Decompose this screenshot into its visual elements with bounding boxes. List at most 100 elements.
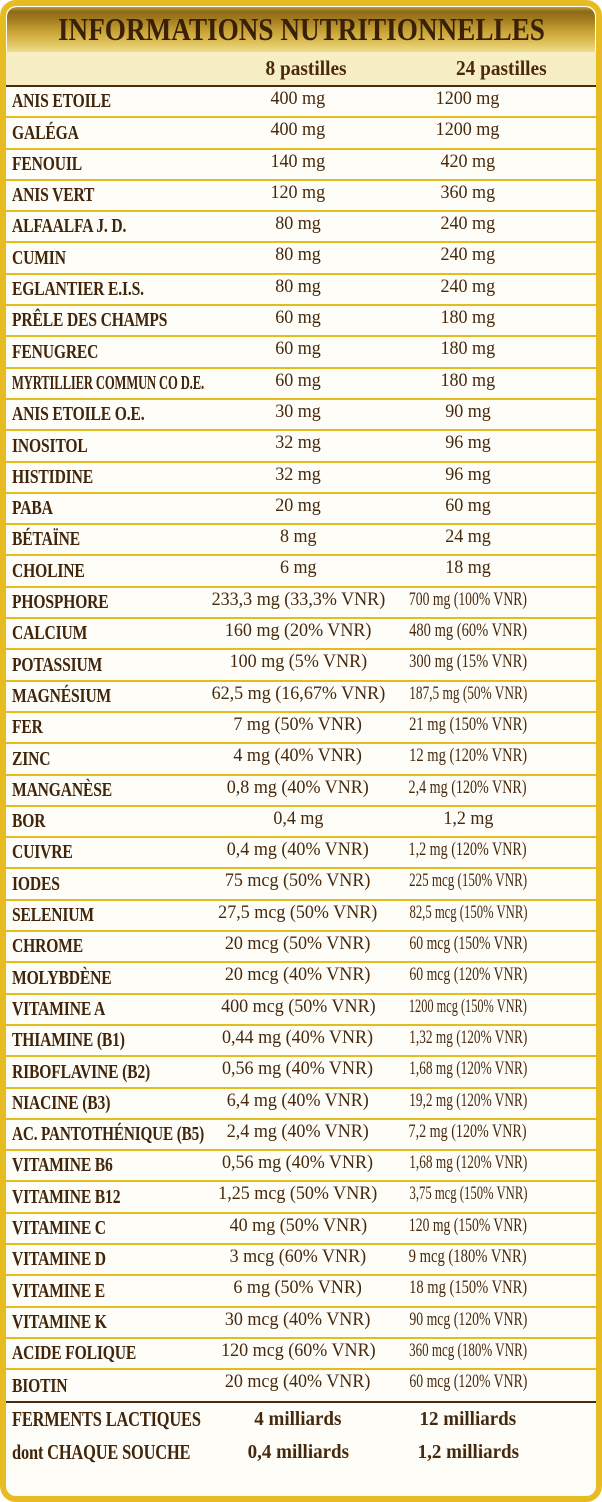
value-24-pastilles: 24 mg [445,526,491,548]
nutrient-name: EGLANTIER E.I.S. [12,278,144,301]
value-24-pastilles: 1200 mg [436,88,500,109]
nutrient-name: MAGNÉSIUM [12,684,112,707]
value-24-pastilles: 1,2 milliards [417,1441,519,1464]
value-8-pastilles: 0,4 mg (40% VNR) [226,839,370,861]
table-row: VITAMINE A 400 mcg (50% VNR) 1200 mcg (1… [6,994,596,1026]
ferments-row: FERMENTS LACTIQUES 4 milliards 12 millia… [6,1403,596,1437]
nutrient-name: CUIVRE [12,841,73,864]
nutrient-name: VITAMINE C [12,1216,106,1239]
table-row: ACIDE FOLIQUE 120 mcg (60% VNR) 360 mcg … [6,1338,596,1371]
table-row: AC. PANTOTHÉNIQUE (B5) 2,4 mg (40% VNR) … [6,1119,596,1152]
nutrient-name: FER [12,716,43,739]
nutrient-name: NIACINE (B3) [12,1091,111,1114]
value-24-pastilles: 1200 mg [436,119,500,141]
value-24-pastilles: 19,2 mg (120% VNR) [409,1089,528,1111]
nutrient-name: INOSITOL [12,434,88,457]
value-24-pastilles: 240 mg [440,244,496,266]
value-8-pastilles: 20 mg [275,494,321,516]
value-8-pastilles: 400 mg [270,119,326,141]
nutrient-name: MANGANÈSE [12,778,113,801]
value-8-pastilles: 60 mg [275,369,321,391]
nutrient-name: ALFAALFA J. D. [12,215,127,238]
value-8-pastilles: 400 mg [270,88,326,109]
header-empty-cell [6,67,206,70]
table-row: CALCIUM 160 mg (20% VNR) 480 mg (60% VNR… [6,619,596,651]
value-8-pastilles: 3 mcg (60% VNR) [229,1245,367,1267]
column-header-24-pastilles: 24 pastilles [406,56,596,81]
table-row: BOR 0,4 mg 1,2 mg [6,806,596,839]
value-8-pastilles: 0,8 mg (40% VNR) [226,776,370,798]
nutrient-name: THIAMINE (B1) [12,1029,125,1052]
nutrient-name: RIBOFLAVINE (B2) [12,1060,151,1083]
value-24-pastilles: 60 mcg (150% VNR) [408,933,528,955]
value-8-pastilles: 75 mcg (50% VNR) [225,870,371,892]
value-8-pastilles: 80 mg [275,213,321,235]
value-24-pastilles: 3,75 mcg (150% VNR) [408,1183,528,1205]
value-24-pastilles: 180 mg [440,307,496,329]
table-row: MANGANÈSE 0,8 mg (40% VNR) 2,4 mg (120% … [6,775,596,807]
table-row: ANIS VERT 120 mg 360 mg [6,180,596,213]
value-24-pastilles: 240 mg [440,275,496,297]
nutrient-name: ACIDE FOLIQUE [12,1342,137,1365]
value-8-pastilles: 400 mcg (50% VNR) [220,995,376,1017]
ferments-section: FERMENTS LACTIQUES 4 milliards 12 millia… [6,1403,596,1470]
value-24-pastilles: 120 mg (150% VNR) [409,1214,528,1236]
nutrient-name: VITAMINE E [12,1279,106,1302]
nutrient-name: VITAMINE K [12,1310,107,1333]
value-8-pastilles: 20 mcg (40% VNR) [225,1371,371,1393]
table-row: BIOTIN 20 mcg (40% VNR) 60 mcg (120% VNR… [6,1370,596,1402]
value-24-pastilles: 1,68 mg (120% VNR) [409,1058,528,1080]
nutrient-name: VITAMINE B6 [12,1154,113,1177]
value-24-pastilles: 180 mg [440,338,496,360]
table-row: ZINC 4 mg (40% VNR) 12 mg (120% VNR) [6,744,596,776]
value-24-pastilles: 187,5 mg (50% VNR) [409,682,528,704]
value-24-pastilles: 480 mg (60% VNR) [409,620,528,642]
table-row: VITAMINE K 30 mcg (40% VNR) 90 mcg (120%… [6,1307,596,1339]
table-row: CUIVRE 0,4 mg (40% VNR) 1,2 mg (120% VNR… [6,838,596,870]
nutrient-name: IODES [12,872,60,895]
value-24-pastilles: 82,5 mcg (150% VNR) [408,901,528,923]
value-24-pastilles: 700 mg (100% VNR) [409,588,528,610]
table-row: CUMIN 80 mg 240 mg [6,243,596,275]
value-24-pastilles: 96 mg [445,463,491,485]
value-24-pastilles: 1,2 mg (120% VNR) [409,839,528,861]
value-8-pastilles: 0,44 mg (40% VNR) [222,1026,374,1048]
value-24-pastilles: 21 mg (150% VNR) [409,713,528,735]
table-row: VITAMINE B12 1,25 mcg (50% VNR) 3,75 mcg… [6,1182,596,1214]
value-8-pastilles: 80 mg [275,275,321,297]
value-24-pastilles: 18 mg [445,557,491,579]
value-8-pastilles: 233,3 mg (33,3% VNR) [211,588,385,610]
nutrient-name: BIOTIN [12,1375,68,1398]
value-8-pastilles: 40 mg (50% VNR) [229,1214,367,1236]
nutrient-name: ZINC [12,747,51,770]
table-row: CHROME 20 mcg (50% VNR) 60 mcg (150% VNR… [6,932,596,964]
value-24-pastilles: 60 mcg (120% VNR) [408,964,528,986]
value-8-pastilles: 140 mg [270,150,326,172]
value-24-pastilles: 7,2 mg (120% VNR) [409,1120,528,1142]
table-row: FENOUIL 140 mg 420 mg [6,149,596,181]
nutrient-name: HISTIDINE [12,465,93,488]
value-24-pastilles: 300 mg (15% VNR) [409,651,528,673]
value-8-pastilles: 30 mcg (40% VNR) [225,1308,371,1330]
page-title: INFORMATIONS NUTRITIONNELLES [57,11,545,47]
table-row: PRÊLE DES CHAMPS 60 mg 180 mg [6,306,596,338]
value-8-pastilles: 2,4 mg (40% VNR) [226,1120,370,1142]
value-24-pastilles: 12 mg (120% VNR) [409,745,528,767]
nutrient-name: CUMIN [12,246,66,269]
value-24-pastilles: 12 milliards [419,1408,517,1431]
value-8-pastilles: 100 mg (5% VNR) [229,651,367,673]
value-8-pastilles: 8 mg [279,526,317,548]
nutrient-name: CHROME [12,935,84,958]
table-row: THIAMINE (B1) 0,44 mg (40% VNR) 1,32 mg … [6,1025,596,1058]
table-row: INOSITOL 32 mg 96 mg [6,431,596,463]
value-24-pastilles: 1,2 mg [442,807,494,829]
nutrient-name: ANIS VERT [12,184,95,207]
value-8-pastilles: 4 milliards [254,1408,342,1431]
table-row: GALÉGA 400 mg 1200 mg [6,118,596,150]
value-24-pastilles: 180 mg [440,369,496,391]
value-24-pastilles: 90 mcg (120% VNR) [408,1308,528,1330]
nutrient-name: PHOSPHORE [12,591,109,614]
column-header-8-pastilles: 8 pastilles [206,56,406,81]
table-row: ANIS ETOILE O.E. 30 mg 90 mg [6,399,596,432]
value-24-pastilles: 2,4 mg (120% VNR) [409,776,528,798]
